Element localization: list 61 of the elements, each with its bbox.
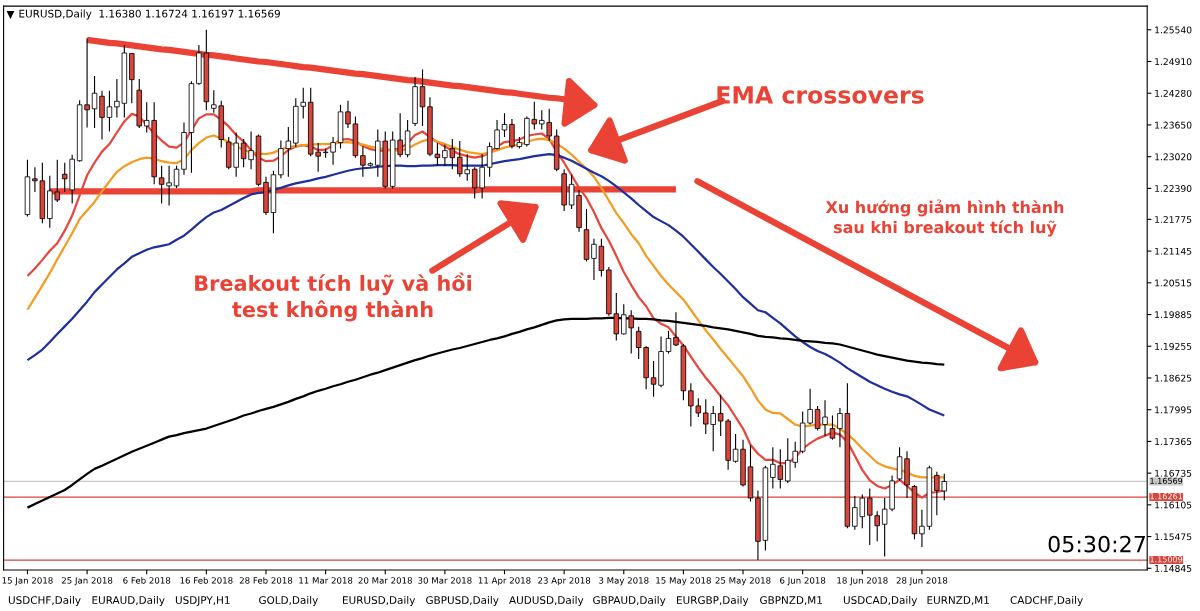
y-tick-label: 1.24280 <box>1155 89 1192 97</box>
y-tick-label: 1.16735 <box>1155 469 1192 477</box>
text: USDCHF,Daily <box>8 595 81 607</box>
text: EURAUD,Daily <box>92 595 165 607</box>
y-tick-label: 1.23020 <box>1155 153 1192 161</box>
text: USDCAD,Daily <box>843 595 918 607</box>
candlestick <box>91 75 98 129</box>
x-tick-label: 15 Jan 2018 <box>2 577 53 586</box>
x-tick-label: 6 Feb 2018 <box>123 577 171 584</box>
y-tick-label: 1.19885 <box>1155 311 1192 319</box>
y-tick-label: 1.19255 <box>1155 342 1192 350</box>
chart-title: EURUSD,Daily 1.16380 1.16724 1.16197 1.16569 <box>19 9 280 20</box>
y-tick-label: 1.23650 <box>1155 121 1192 129</box>
x-tick-label: 30 Mar 2018 <box>418 577 472 584</box>
y-tick-label: 1.25540 <box>1155 26 1192 34</box>
y-tick-label: 1.20515 <box>1155 279 1192 287</box>
text: USDJPY,H1 <box>175 596 230 606</box>
y-tick-label: 1.14845 <box>1155 564 1192 572</box>
y-tick-label: 1.17365 <box>1155 438 1192 446</box>
candlestick <box>665 330 672 355</box>
y-tick-label: 1.18625 <box>1155 374 1192 382</box>
text: EURUSD,Daily <box>343 595 416 607</box>
x-tick-label: 16 Feb 2018 <box>180 577 233 584</box>
candlestick <box>419 68 426 127</box>
text: AUDUSD,Daily <box>509 595 584 607</box>
x-tick-label: 11 Mar 2018 <box>299 577 353 584</box>
x-tick-label: 25 May 2018 <box>715 577 771 586</box>
y-tick-label: 1.15475 <box>1155 533 1192 541</box>
x-tick-label: 20 Mar 2018 <box>358 577 412 584</box>
ref-line-label: 1.16261 <box>1150 493 1183 500</box>
candlestick <box>501 112 508 138</box>
x-tick-label: 28 Feb 2018 <box>239 577 293 584</box>
annotation: Xu hướng giảm hình thành sau khi breakout tích luỹ <box>825 199 1064 237</box>
y-tick-label: 1.22390 <box>1155 185 1192 192</box>
candlestick <box>404 119 411 158</box>
text: GBPUSD,Daily <box>426 595 499 607</box>
x-tick-label: 18 Jun 2018 <box>837 577 888 586</box>
x-tick-label: 6 Jun 2018 <box>780 577 826 586</box>
y-tick-label: 1.16105 <box>1155 501 1192 509</box>
x-tick-label: 15 May 2018 <box>656 577 711 586</box>
y-tick-label: 1.24910 <box>1155 58 1192 66</box>
text: CADCHF,Daily <box>1010 595 1083 607</box>
x-tick-label: 3 May 2018 <box>599 577 649 586</box>
ref-line-label: 1.16569 <box>1150 477 1183 484</box>
text: GOLD,Daily <box>259 595 318 607</box>
text: EURNZD,M1 <box>927 596 989 606</box>
candlestick <box>173 165 180 189</box>
y-tick-label: 1.21145 <box>1155 247 1192 255</box>
x-tick-label: 25 Jan 2018 <box>61 577 113 586</box>
x-tick-label: 28 Jun 2018 <box>896 577 948 586</box>
x-tick-label: 11 Apr 2018 <box>478 577 531 586</box>
annotation: Breakout tích luỹ và hồi test không thành <box>195 272 472 322</box>
text: GBPAUD,Daily <box>593 595 666 607</box>
candlestick <box>829 414 836 441</box>
y-tick-label: 1.17995 <box>1155 406 1192 414</box>
text: 05:30:27 <box>1048 535 1145 553</box>
ref-line-label: 1.15009 <box>1150 556 1183 563</box>
x-tick-label: 23 Apr 2018 <box>538 577 591 586</box>
text: EURGBP,Daily <box>677 595 749 607</box>
text: GBPNZD,M1 <box>760 596 822 606</box>
y-tick-label: 1.21775 <box>1155 216 1192 223</box>
